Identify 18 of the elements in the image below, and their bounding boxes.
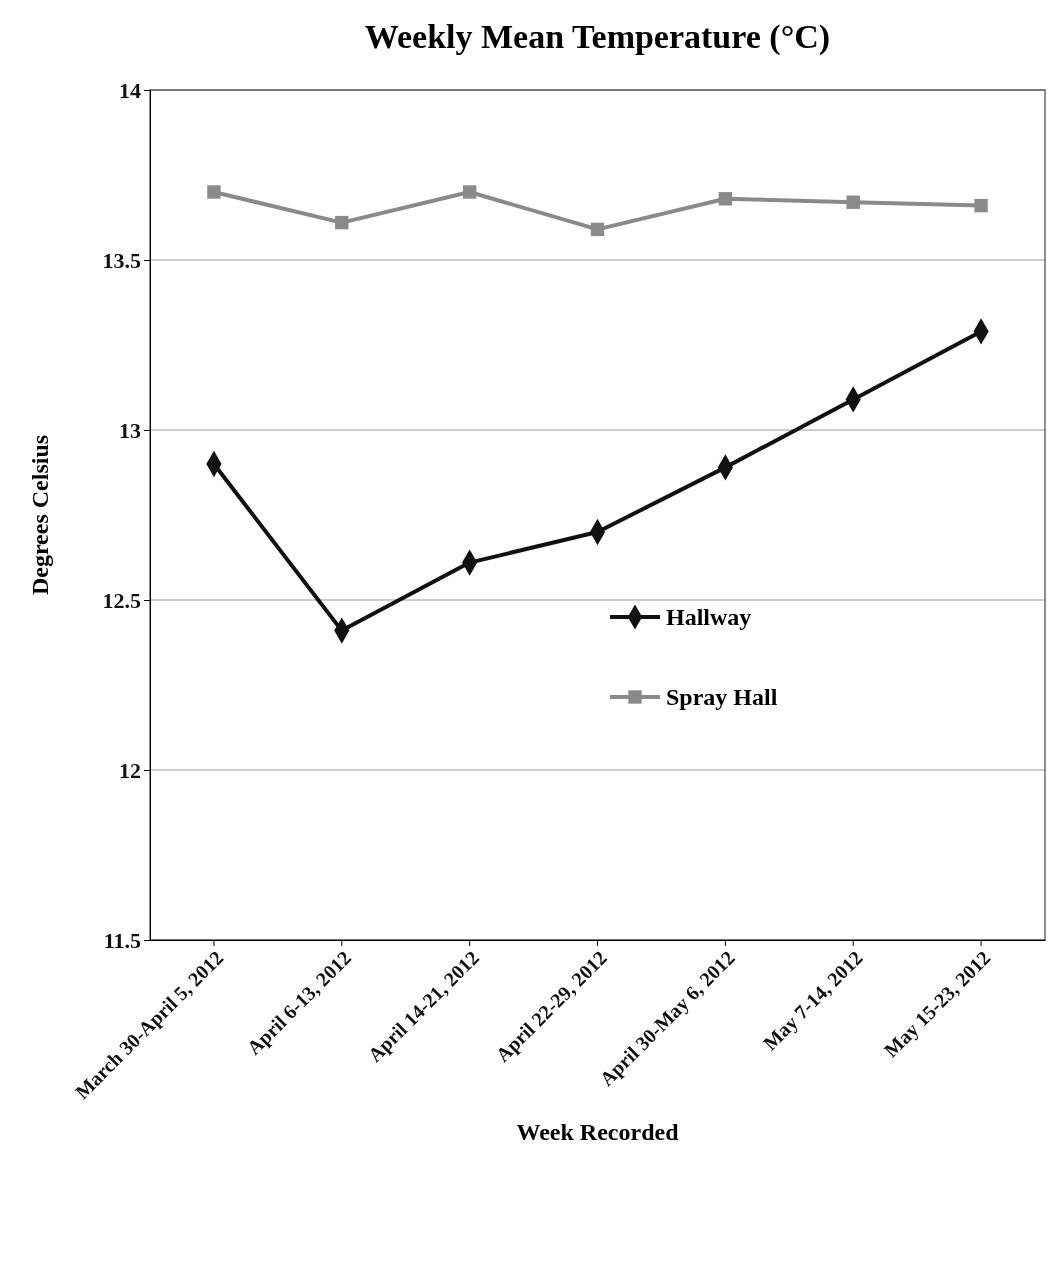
point [590, 222, 605, 237]
point [207, 185, 221, 199]
point [974, 198, 988, 213]
x-axis-title: Week Recorded [516, 1119, 680, 1145]
point [846, 195, 860, 209]
y-tick-label: 13.5 [102, 247, 141, 273]
chart-title: Weekly Mean Temperature (°C) [364, 18, 831, 56]
point [335, 215, 349, 230]
y-tick-label: 12 [119, 757, 141, 783]
legend-label: Hallway [666, 604, 752, 631]
legend-label: Spray Hall [666, 684, 778, 711]
y-tick-label: 13 [119, 417, 141, 443]
point [462, 185, 477, 199]
y-tick-label: 14 [119, 77, 141, 103]
y-axis-title: Degrees Celsius [27, 434, 53, 596]
point [718, 192, 733, 206]
y-tick-label: 11.5 [103, 927, 141, 953]
y-tick-label: 12.5 [102, 587, 141, 613]
